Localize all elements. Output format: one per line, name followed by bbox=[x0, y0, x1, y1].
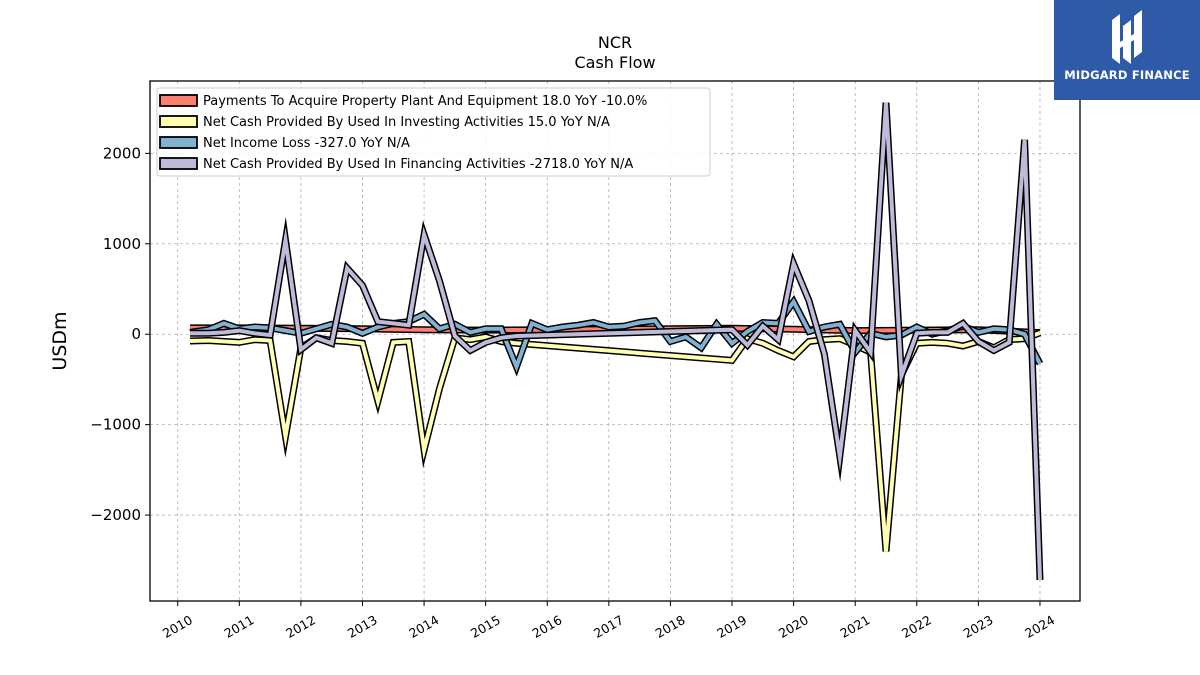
y-tick-label: −1000 bbox=[90, 416, 141, 434]
series-path bbox=[190, 102, 1042, 581]
series-4-line bbox=[190, 102, 1044, 581]
x-tick-label: 2014 bbox=[406, 612, 441, 641]
legend-swatch bbox=[159, 136, 198, 149]
legend-label: Net Income Loss -327.0 YoY N/A bbox=[203, 136, 410, 151]
y-axis-ticks: 2000 1000 0 −1000 −2000 bbox=[90, 144, 150, 524]
legend-label: Net Cash Provided By Used In Investing A… bbox=[203, 115, 610, 130]
midgard-logo-icon bbox=[1112, 10, 1142, 64]
x-tick-label: 2012 bbox=[283, 612, 318, 641]
legend-item: Net Income Loss -327.0 YoY N/A bbox=[159, 136, 410, 151]
chart-subtitle: Cash Flow bbox=[574, 53, 655, 72]
legend-item: Net Cash Provided By Used In Investing A… bbox=[159, 115, 610, 130]
brand-logo: MIDGARD FINANCE bbox=[1054, 0, 1200, 100]
x-tick-label: 2010 bbox=[160, 612, 195, 641]
plot-lines bbox=[189, 102, 1044, 581]
x-tick-label: 2022 bbox=[899, 612, 934, 641]
x-axis-ticks: 2010 2011 2012 2013 2014 2015 2016 2017 2018 2019… bbox=[160, 601, 1057, 641]
y-tick-label: −2000 bbox=[90, 506, 141, 524]
x-tick-label: 2017 bbox=[591, 612, 626, 641]
legend-swatch bbox=[159, 94, 198, 107]
x-tick-label: 2018 bbox=[653, 612, 688, 641]
series-path bbox=[189, 331, 1041, 552]
legend-swatch bbox=[159, 115, 198, 128]
legend-label: Payments To Acquire Property Plant And E… bbox=[203, 94, 647, 109]
x-tick-label: 2015 bbox=[468, 612, 503, 641]
legend-label: Net Cash Provided By Used In Financing A… bbox=[203, 157, 633, 172]
x-tick-label: 2013 bbox=[345, 612, 380, 641]
legend-swatch bbox=[159, 157, 198, 170]
plot-frame bbox=[149, 80, 1081, 602]
x-tick-label: 2024 bbox=[1022, 612, 1057, 641]
y-tick-label: 1000 bbox=[103, 235, 141, 253]
legend-box bbox=[156, 87, 711, 177]
x-tick-label: 2011 bbox=[222, 612, 257, 641]
series-2-line bbox=[189, 329, 1042, 552]
y-tick-label: 2000 bbox=[103, 144, 141, 162]
x-tick-label: 2020 bbox=[776, 612, 811, 641]
brand-name: MIDGARD FINANCE bbox=[1064, 68, 1190, 82]
y-tick-label: 0 bbox=[131, 325, 141, 343]
series-outline bbox=[189, 329, 1042, 552]
x-tick-label: 2016 bbox=[529, 612, 564, 641]
y-axis-label: USDm bbox=[49, 311, 71, 370]
x-tick-label: 2019 bbox=[714, 612, 749, 641]
x-tick-label: 2021 bbox=[837, 612, 872, 641]
chart-title: NCR bbox=[598, 33, 632, 52]
legend: Payments To Acquire Property Plant And E… bbox=[156, 87, 711, 177]
grid-lines bbox=[150, 81, 1080, 601]
legend-item: Payments To Acquire Property Plant And E… bbox=[159, 94, 647, 109]
x-tick-label: 2023 bbox=[961, 612, 996, 641]
legend-item: Net Cash Provided By Used In Financing A… bbox=[159, 157, 633, 172]
